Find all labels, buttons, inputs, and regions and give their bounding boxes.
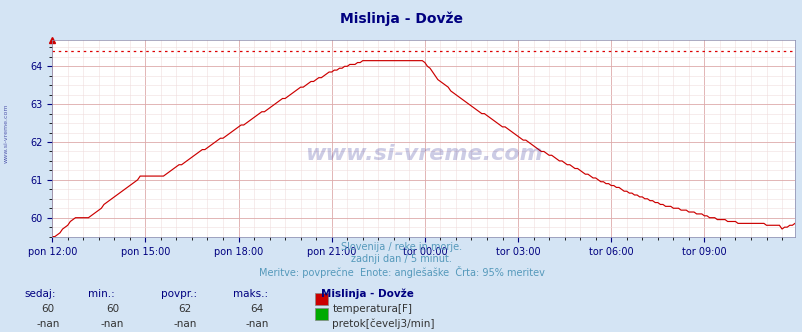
Text: -nan: -nan <box>172 319 196 329</box>
Text: 62: 62 <box>178 304 191 314</box>
Text: 60: 60 <box>106 304 119 314</box>
Text: temperatura[F]: temperatura[F] <box>332 304 412 314</box>
Text: -nan: -nan <box>245 319 269 329</box>
Text: sedaj:: sedaj: <box>24 289 55 299</box>
Text: -nan: -nan <box>100 319 124 329</box>
Text: min.:: min.: <box>88 289 115 299</box>
Text: 60: 60 <box>42 304 55 314</box>
Text: www.si-vreme.com: www.si-vreme.com <box>4 103 9 163</box>
Text: povpr.:: povpr.: <box>160 289 196 299</box>
Text: Mislinja - Dovže: Mislinja - Dovže <box>339 12 463 26</box>
Text: Slovenija / reke in morje.: Slovenija / reke in morje. <box>341 242 461 252</box>
Text: -nan: -nan <box>36 319 60 329</box>
Text: 64: 64 <box>250 304 263 314</box>
Text: pretok[čevelj3/min]: pretok[čevelj3/min] <box>332 319 435 329</box>
Text: Meritve: povprečne  Enote: anglešaške  Črta: 95% meritev: Meritve: povprečne Enote: anglešaške Črt… <box>258 266 544 278</box>
Text: www.si-vreme.com: www.si-vreme.com <box>304 144 542 164</box>
Text: zadnji dan / 5 minut.: zadnji dan / 5 minut. <box>350 254 452 264</box>
Text: Mislinja - Dovže: Mislinja - Dovže <box>321 289 414 299</box>
Text: maks.:: maks.: <box>233 289 268 299</box>
